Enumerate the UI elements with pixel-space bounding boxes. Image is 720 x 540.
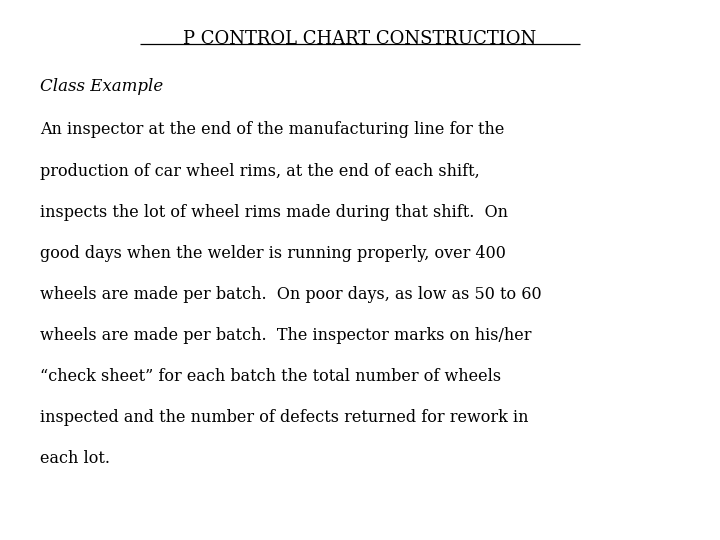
Text: wheels are made per batch.  On poor days, as low as 50 to 60: wheels are made per batch. On poor days,… — [40, 286, 541, 302]
Text: each lot.: each lot. — [40, 450, 109, 467]
Text: inspects the lot of wheel rims made during that shift.  On: inspects the lot of wheel rims made duri… — [40, 204, 508, 220]
Text: P CONTROL CHART CONSTRUCTION: P CONTROL CHART CONSTRUCTION — [184, 30, 536, 48]
Text: wheels are made per batch.  The inspector marks on his/her: wheels are made per batch. The inspector… — [40, 327, 531, 343]
Text: inspected and the number of defects returned for rework in: inspected and the number of defects retu… — [40, 409, 528, 426]
Text: An inspector at the end of the manufacturing line for the: An inspector at the end of the manufactu… — [40, 122, 504, 138]
Text: production of car wheel rims, at the end of each shift,: production of car wheel rims, at the end… — [40, 163, 480, 179]
Text: Class Example: Class Example — [40, 78, 163, 95]
Text: “check sheet” for each batch the total number of wheels: “check sheet” for each batch the total n… — [40, 368, 500, 384]
Text: good days when the welder is running properly, over 400: good days when the welder is running pro… — [40, 245, 505, 261]
